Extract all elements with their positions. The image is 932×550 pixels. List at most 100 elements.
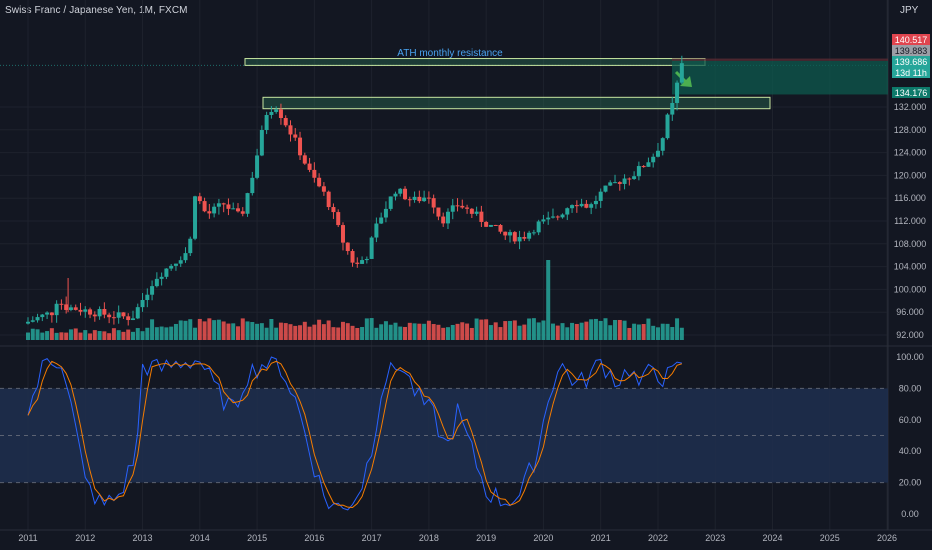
- candle-body: [145, 294, 150, 301]
- volume-bar: [250, 322, 255, 340]
- volume-bar: [202, 321, 207, 340]
- candle-body: [88, 309, 93, 315]
- candle-body: [441, 216, 446, 224]
- volume-bars: [26, 260, 684, 340]
- volume-bar: [259, 323, 264, 340]
- candle-body: [355, 262, 360, 264]
- candle-body: [293, 134, 298, 138]
- volume-bar: [83, 330, 88, 340]
- volume-bar: [364, 318, 369, 340]
- candle-body: [622, 178, 627, 184]
- volume-bar: [627, 327, 632, 340]
- candle-body: [278, 109, 283, 118]
- volume-bar: [531, 318, 536, 340]
- candle-body: [379, 217, 384, 224]
- candle-body: [383, 208, 388, 218]
- x-tick-label: 2026: [877, 533, 897, 543]
- candle-body: [608, 182, 613, 186]
- osc-tick-label: 60.00: [899, 415, 922, 425]
- volume-bar: [536, 322, 541, 340]
- volume-bar: [269, 318, 274, 340]
- y-tick-label: 100.000: [894, 284, 927, 294]
- volume-bar: [651, 325, 656, 340]
- volume-bar: [145, 327, 150, 340]
- candle-body: [264, 114, 269, 131]
- candle-body: [78, 309, 83, 312]
- volume-bar: [579, 322, 584, 340]
- volume-bar: [527, 318, 532, 340]
- candle-body: [675, 82, 680, 103]
- candle-body: [417, 196, 422, 202]
- volume-bar: [78, 332, 83, 340]
- volume-bar: [465, 323, 470, 340]
- volume-bar: [589, 319, 594, 340]
- candle-body: [202, 201, 207, 212]
- price-tag-text: 13d 11h: [895, 68, 927, 78]
- volume-bar: [460, 322, 465, 340]
- candle-body: [154, 278, 159, 287]
- volume-bar: [655, 327, 660, 340]
- candle-body: [527, 232, 532, 239]
- volume-bar: [68, 329, 73, 340]
- volume-bar: [264, 327, 269, 340]
- candle-body: [617, 182, 622, 184]
- osc-tick-label: 100.00: [896, 352, 924, 362]
- volume-bar: [92, 330, 97, 340]
- candle-body: [59, 303, 64, 305]
- volume-bar: [374, 327, 379, 340]
- stop-zone: [672, 58, 888, 61]
- volume-bar: [245, 321, 250, 340]
- volume-bar: [560, 323, 565, 340]
- x-tick-label: 2022: [648, 533, 668, 543]
- volume-bar: [398, 326, 403, 340]
- volume-bar: [340, 321, 345, 340]
- volume-bar: [407, 322, 412, 340]
- volume-bar: [570, 322, 575, 340]
- volume-bar: [508, 320, 513, 340]
- volume-bar: [193, 327, 198, 340]
- volume-bar: [608, 325, 613, 340]
- price-tag-bg: [892, 67, 930, 78]
- price-tag: 140.517: [892, 34, 930, 45]
- volume-bar: [517, 325, 522, 340]
- candle-body: [68, 307, 73, 310]
- stoch-d-line: [27, 360, 682, 509]
- volume-bar: [274, 327, 279, 340]
- price-tag: 139.883: [892, 45, 930, 56]
- candle-body: [26, 321, 30, 324]
- volume-bar: [469, 327, 474, 340]
- candle-body: [546, 217, 551, 220]
- price-candles: [26, 55, 684, 326]
- volume-bar: [550, 323, 555, 340]
- price-tag-text: 140.517: [895, 35, 928, 45]
- candle-body: [460, 205, 465, 208]
- candle-body: [455, 205, 460, 207]
- candle-body: [193, 196, 198, 239]
- volume-bar: [154, 327, 159, 340]
- x-tick-label: 2024: [762, 533, 782, 543]
- volume-bar: [512, 320, 517, 340]
- candle-body: [83, 309, 88, 312]
- candle-body: [35, 317, 40, 321]
- candle-body: [226, 204, 231, 209]
- candle-body: [512, 232, 517, 242]
- volume-bar: [288, 324, 293, 340]
- volume-bar: [403, 326, 408, 340]
- volume-bar: [207, 318, 212, 340]
- volume-bar: [679, 327, 684, 340]
- volume-bar: [455, 323, 460, 340]
- candle-body: [493, 224, 498, 226]
- candle-body: [479, 211, 484, 222]
- candle-body: [584, 203, 589, 208]
- price-tag: 134.176: [892, 87, 930, 98]
- candle-body: [326, 191, 331, 208]
- candle-body: [412, 196, 417, 200]
- candle-body: [550, 216, 555, 218]
- candle-body: [641, 166, 646, 168]
- price-tag-bg: [892, 87, 930, 98]
- volume-bar: [493, 322, 498, 340]
- volume-bar: [555, 325, 560, 340]
- candle-body: [188, 238, 193, 254]
- volume-bar: [331, 327, 336, 340]
